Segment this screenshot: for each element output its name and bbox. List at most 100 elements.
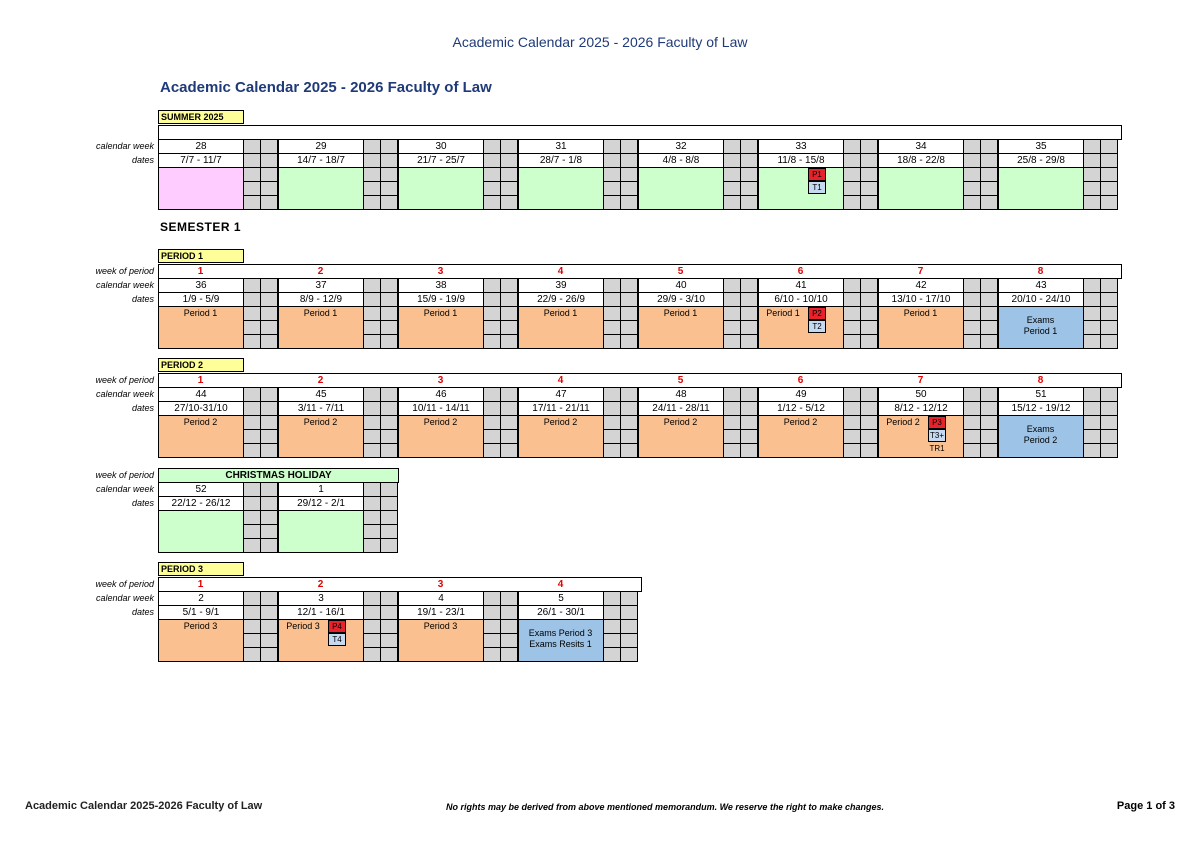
period-week: 3 (437, 374, 444, 386)
grid-cell (740, 181, 758, 196)
grid-cell (620, 591, 638, 606)
week-dates: 17/11 - 21/11 (518, 401, 604, 416)
week-dates: 18/8 - 22/8 (878, 153, 964, 168)
week-note: Period 1 (303, 307, 338, 318)
grid-cell (620, 401, 638, 416)
grid-cell (363, 619, 381, 634)
grid-cell (380, 139, 398, 154)
grid-cell (1100, 429, 1118, 444)
grid-cell (243, 510, 261, 525)
period-week: 7 (917, 374, 924, 386)
row-label: calendar week (95, 593, 154, 603)
week-cell (998, 306, 1084, 349)
grid-cell (380, 605, 398, 620)
grid-cell (1100, 306, 1118, 321)
grid-cell (843, 167, 861, 182)
grid-cell (380, 320, 398, 335)
grid-cell (860, 139, 878, 154)
grid-cell (260, 278, 278, 293)
grid-cell (740, 292, 758, 307)
grid-cell (963, 443, 981, 458)
badge: T4 (328, 633, 346, 646)
period-week: 1 (197, 578, 204, 590)
grid-cell (980, 443, 998, 458)
grid-cell (860, 306, 878, 321)
week-dates: 5/1 - 9/1 (158, 605, 244, 620)
grid-cell (843, 443, 861, 458)
grid-cell (500, 195, 518, 210)
week-number: 4 (398, 591, 484, 606)
grid-cell (603, 387, 621, 402)
grid-cell (363, 278, 381, 293)
grid-cell (860, 195, 878, 210)
week-number: 28 (158, 139, 244, 154)
grid-cell (380, 415, 398, 430)
period-label: SUMMER 2025 (158, 110, 244, 124)
grid-cell (380, 619, 398, 634)
week-number: 31 (518, 139, 604, 154)
grid-cell (620, 139, 638, 154)
grid-cell (603, 195, 621, 210)
period-week: 3 (437, 578, 444, 590)
week-number: 46 (398, 387, 484, 402)
grid-cell (243, 443, 261, 458)
grid-cell (483, 139, 501, 154)
grid-cell (1083, 334, 1101, 349)
week-number: 43 (998, 278, 1084, 293)
grid-cell (243, 167, 261, 182)
week-cell (758, 167, 844, 210)
week-cell (158, 167, 244, 210)
grid-cell (860, 181, 878, 196)
week-note: Period 2 (183, 416, 218, 427)
week-cell (158, 510, 244, 553)
grid-cell (963, 181, 981, 196)
grid-cell (380, 429, 398, 444)
grid-cell (380, 181, 398, 196)
period-week: 1 (197, 374, 204, 386)
week-cell (398, 167, 484, 210)
grid-cell (963, 278, 981, 293)
grid-cell (363, 195, 381, 210)
grid-cell (963, 429, 981, 444)
grid-cell (740, 429, 758, 444)
grid-cell (860, 429, 878, 444)
grid-cell (1083, 429, 1101, 444)
grid-cell (843, 292, 861, 307)
grid-cell (1100, 387, 1118, 402)
row-label: week of period (95, 579, 154, 589)
grid-cell (260, 633, 278, 648)
week-cell (398, 619, 484, 662)
grid-cell (500, 292, 518, 307)
grid-cell (260, 482, 278, 497)
period-week: 7 (917, 265, 924, 277)
grid-cell (380, 647, 398, 662)
week-dates: 29/9 - 3/10 (638, 292, 724, 307)
period-week: 2 (317, 265, 324, 277)
grid-cell (980, 306, 998, 321)
grid-cell (843, 153, 861, 168)
grid-cell (620, 306, 638, 321)
week-number: 49 (758, 387, 844, 402)
grid-cell (963, 334, 981, 349)
week-cell (878, 306, 964, 349)
grid-cell (380, 482, 398, 497)
grid-cell (980, 387, 998, 402)
week-cell (998, 167, 1084, 210)
grid-cell (963, 306, 981, 321)
grid-cell (483, 195, 501, 210)
grid-cell (483, 181, 501, 196)
grid-cell (243, 619, 261, 634)
grid-cell (380, 306, 398, 321)
week-number: 5 (518, 591, 604, 606)
grid-cell (1100, 401, 1118, 416)
week-dates: 12/1 - 16/1 (278, 605, 364, 620)
week-cell (518, 415, 604, 458)
row-label: dates (131, 607, 154, 617)
row (158, 125, 1122, 140)
grid-cell (603, 167, 621, 182)
week-number: 32 (638, 139, 724, 154)
grid-cell (260, 292, 278, 307)
grid-cell (500, 401, 518, 416)
grid-cell (363, 591, 381, 606)
week-dates: 15/9 - 19/9 (398, 292, 484, 307)
